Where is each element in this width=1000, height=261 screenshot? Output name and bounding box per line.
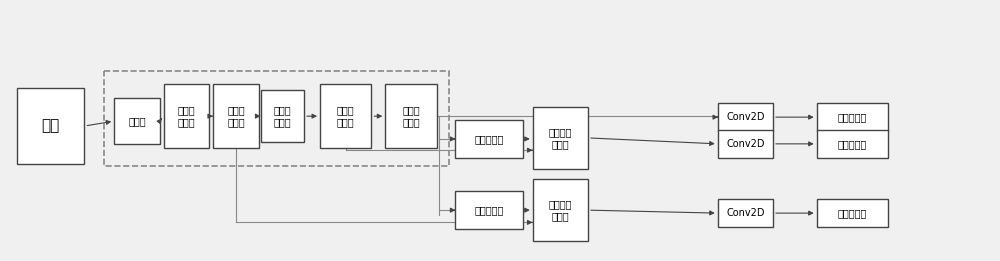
Text: 图像: 图像 <box>42 118 60 134</box>
Bar <box>817 199 888 227</box>
Bar <box>718 130 773 158</box>
Bar <box>385 85 437 148</box>
Text: 卷积层: 卷积层 <box>128 116 146 126</box>
Bar <box>104 71 449 166</box>
Text: 第三残
差模块: 第三残 差模块 <box>274 105 291 127</box>
Text: 第四残
差模块: 第四残 差模块 <box>337 105 354 127</box>
Bar <box>114 98 160 144</box>
Text: 第二特征图: 第二特征图 <box>838 139 867 149</box>
Text: 第二残
差模块: 第二残 差模块 <box>227 105 245 127</box>
Bar <box>817 103 888 131</box>
Bar <box>817 130 888 158</box>
Text: 上采样处理: 上采样处理 <box>474 134 504 144</box>
Bar <box>320 85 371 148</box>
Text: 第一残
差模块: 第一残 差模块 <box>178 105 195 127</box>
Bar <box>17 88 84 164</box>
Text: 第一张量
拼接层: 第一张量 拼接层 <box>549 127 572 149</box>
Bar <box>455 191 523 229</box>
Bar <box>164 85 209 148</box>
Text: Conv2D: Conv2D <box>726 208 765 218</box>
Text: 上采样处理: 上采样处理 <box>474 205 504 215</box>
Bar <box>533 107 588 169</box>
Text: 第五残
差模块: 第五残 差模块 <box>402 105 420 127</box>
Text: 第三特征图: 第三特征图 <box>838 208 867 218</box>
Bar <box>213 85 259 148</box>
Bar <box>533 180 588 241</box>
Text: 第二张量
拼接层: 第二张量 拼接层 <box>549 199 572 221</box>
Bar <box>261 90 304 142</box>
Text: Conv2D: Conv2D <box>726 139 765 149</box>
Text: Conv2D: Conv2D <box>726 112 765 122</box>
Bar <box>718 199 773 227</box>
Text: 第一特征图: 第一特征图 <box>838 112 867 122</box>
Bar <box>718 103 773 131</box>
Bar <box>455 120 523 158</box>
